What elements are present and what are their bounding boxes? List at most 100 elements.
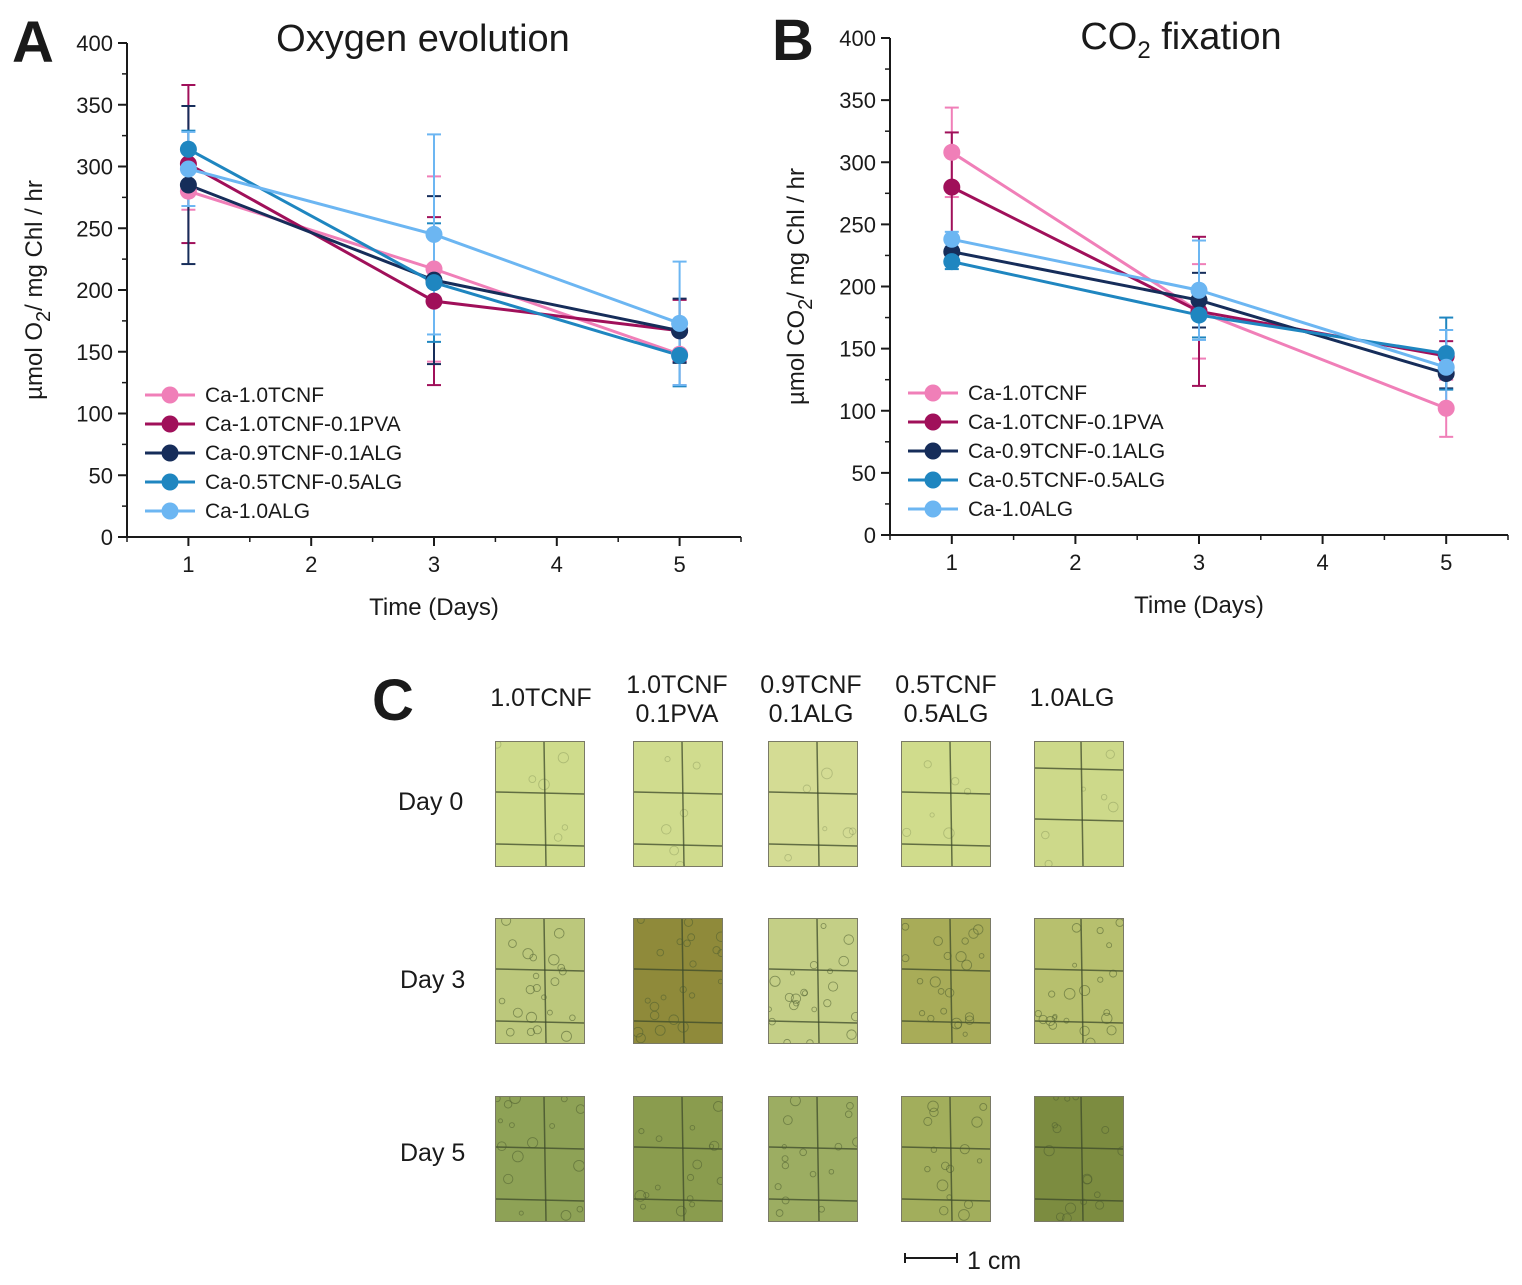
chart-title-subscript: 2 — [1137, 37, 1150, 64]
data-point — [425, 225, 443, 243]
grid-line — [634, 843, 722, 847]
cell-speck — [782, 1115, 793, 1126]
cell-speck — [689, 1124, 696, 1131]
y-axis-title-rest: / mg Chl / hr — [783, 168, 810, 299]
cell-speck — [668, 1014, 680, 1025]
cell-speck — [1115, 919, 1123, 927]
cell-speck — [1100, 793, 1108, 801]
y-tick-label: 300 — [76, 155, 113, 180]
cell-speck — [784, 853, 792, 862]
grid-line — [543, 919, 547, 1043]
y-tick-label: 200 — [839, 275, 876, 300]
legend-label: Ca-0.9TCNF-0.1ALG — [968, 440, 1165, 463]
grid-line — [902, 1020, 990, 1024]
data-point — [943, 230, 961, 248]
grid-line — [769, 968, 857, 972]
cell-speck — [687, 933, 696, 942]
cell-speck — [1053, 1097, 1059, 1101]
cell-speck — [809, 1170, 817, 1178]
legend-label: Ca-0.9TCNF-0.1ALG — [205, 442, 402, 465]
cell-speck — [669, 845, 680, 856]
cell-speck — [1109, 969, 1118, 978]
micrograph-tile — [1034, 1096, 1124, 1222]
legend-marker — [924, 471, 942, 489]
grid-line — [902, 1146, 990, 1150]
cell-speck — [1038, 1014, 1048, 1025]
micrograph-tile — [901, 918, 991, 1044]
legend-label: Ca-0.5TCNF-0.5ALG — [205, 471, 402, 494]
y-tick-label: 0 — [864, 523, 876, 548]
cell-speck — [1064, 1202, 1077, 1214]
cell-speck — [964, 1012, 974, 1022]
cell-speck — [1079, 1025, 1090, 1036]
cell-speck — [774, 1183, 782, 1191]
grid-line — [1035, 767, 1123, 771]
cell-speck — [1061, 1213, 1072, 1221]
cell-speck — [1096, 926, 1104, 935]
row-label: Day 5 — [400, 1139, 466, 1167]
cell-speck — [976, 1158, 983, 1164]
cell-speck — [679, 808, 689, 818]
grid-line — [816, 742, 820, 866]
grid-line — [496, 1020, 584, 1024]
cell-speck — [1101, 1012, 1113, 1025]
cell-speck — [964, 1015, 975, 1025]
cell-speck — [784, 992, 794, 1002]
scale-bar — [903, 1250, 959, 1271]
cell-speck — [525, 1011, 538, 1023]
cell-speck — [683, 939, 691, 948]
grid-line — [496, 843, 584, 847]
cell-speck — [649, 1001, 660, 1012]
cell-speck — [811, 1006, 818, 1013]
x-tick-label: 5 — [673, 552, 685, 577]
cell-speck — [927, 1014, 935, 1023]
cell-speck — [929, 976, 941, 988]
column-label-line2: 0.1ALG — [768, 699, 854, 728]
micrograph-tile — [768, 1096, 858, 1222]
cell-speck — [973, 924, 984, 935]
cell-speck — [573, 1159, 584, 1172]
cell-speck — [1052, 1124, 1062, 1134]
data-point — [1437, 399, 1455, 417]
cell-speck — [963, 1199, 974, 1210]
cell-speck — [677, 1021, 689, 1033]
cell-speck — [496, 1097, 501, 1103]
cell-speck — [634, 1026, 644, 1038]
y-axis-title: µmol O2/ mg Chl / hr — [21, 180, 55, 400]
y-tick-label: 100 — [839, 399, 876, 424]
legend-marker — [924, 413, 942, 431]
cell-speck — [512, 1150, 524, 1163]
y-tick-label: 250 — [76, 216, 113, 241]
cell-speck — [576, 1205, 584, 1213]
cell-speck — [1035, 1009, 1042, 1018]
y-tick-label: 50 — [852, 461, 876, 486]
cell-speck — [809, 960, 819, 970]
cell-speck — [557, 963, 566, 972]
cell-speck — [505, 1027, 515, 1037]
cell-speck — [781, 1196, 790, 1205]
cell-speck — [848, 827, 857, 835]
legend-marker — [161, 444, 179, 462]
column-label: 0.9TCNF 0.1ALG — [736, 671, 886, 728]
cell-speck — [1048, 990, 1056, 998]
cell-speck — [512, 1007, 523, 1018]
cell-speck — [638, 1128, 645, 1135]
cell-speck — [923, 760, 932, 769]
cell-speck — [1107, 801, 1119, 813]
column-label: 1.0TCNF 0.1PVA — [602, 671, 752, 728]
cell-speck — [1097, 976, 1104, 983]
grid-line — [681, 919, 685, 1043]
scale-bar-label: 1 cm — [967, 1247, 1022, 1275]
grid-line — [1080, 742, 1084, 866]
legend-marker — [161, 473, 179, 491]
grid-line — [496, 1198, 584, 1202]
cell-speck — [676, 938, 684, 946]
grid-line — [816, 1097, 820, 1221]
column-label-line2: 0.5ALG — [903, 699, 989, 728]
x-tick-label: 3 — [1193, 550, 1205, 575]
cell-speck — [1080, 1198, 1087, 1206]
cell-speck — [1079, 984, 1091, 997]
cell-speck — [1106, 1025, 1117, 1036]
legend-marker — [161, 386, 179, 404]
y-tick-label: 150 — [76, 340, 113, 365]
